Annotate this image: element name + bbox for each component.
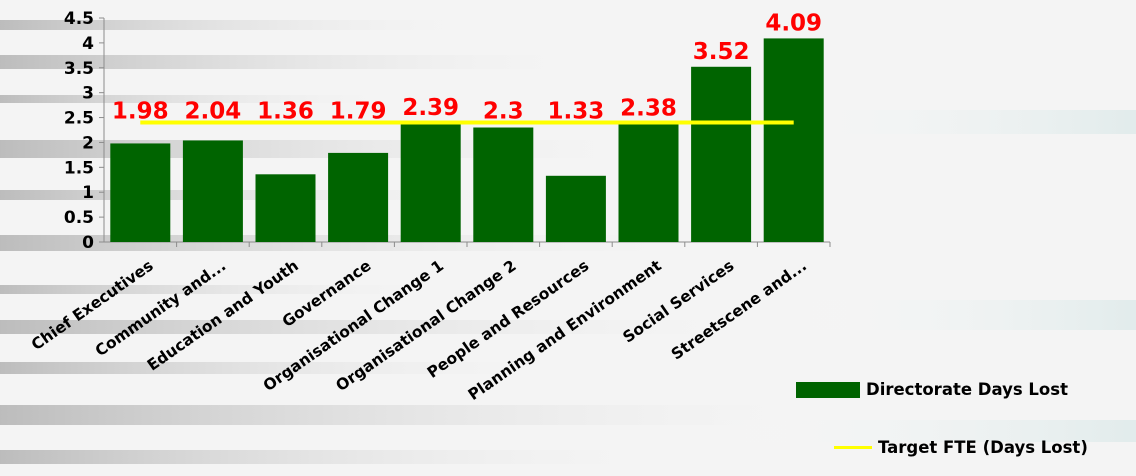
data-label: 3.52 xyxy=(693,39,750,65)
bar xyxy=(473,127,534,242)
legend-label-line: Target FTE (Days Lost) xyxy=(878,438,1088,457)
data-label: 1.33 xyxy=(548,99,605,125)
data-label: 4.09 xyxy=(765,10,822,36)
y-tick-label: 0.5 xyxy=(64,208,94,228)
bar xyxy=(618,123,679,242)
bar xyxy=(691,66,752,242)
bar xyxy=(328,152,389,242)
x-tick-label: Chief Executives xyxy=(28,257,156,354)
y-tick-label: 0 xyxy=(82,233,94,253)
legend-label-bars: Directorate Days Lost xyxy=(866,380,1068,399)
legend-swatch-line xyxy=(834,446,872,449)
background-streak xyxy=(756,300,1136,330)
background-streak xyxy=(0,95,430,103)
background-streak xyxy=(0,285,480,294)
x-tick-label: Community and... xyxy=(92,257,229,361)
y-tick-label: 4.5 xyxy=(64,9,94,29)
y-tick-label: 1.5 xyxy=(64,158,94,178)
background-streak xyxy=(0,405,900,425)
bar xyxy=(182,140,243,242)
background-streak xyxy=(676,420,1136,442)
legend-swatch-bar xyxy=(796,381,860,398)
data-label: 1.79 xyxy=(330,99,387,125)
background-streak xyxy=(0,320,820,334)
y-tick-label: 1 xyxy=(82,183,94,203)
data-label: 1.36 xyxy=(257,99,314,125)
data-label: 2.38 xyxy=(620,96,677,122)
bar xyxy=(110,143,171,242)
y-tick-label: 4 xyxy=(82,34,94,54)
background-streak xyxy=(0,20,520,30)
y-tick-label: 2.5 xyxy=(64,109,94,129)
background-streak xyxy=(0,450,720,464)
legend-item-bars: Directorate Days Lost xyxy=(796,380,1068,399)
y-tick-label: 3 xyxy=(82,84,94,104)
background-streak xyxy=(0,55,640,69)
bar xyxy=(400,123,461,242)
bar xyxy=(763,38,824,242)
data-label: 2.04 xyxy=(185,99,242,125)
y-tick-label: 3.5 xyxy=(64,59,94,79)
data-label: 2.3 xyxy=(483,99,524,125)
x-tick-label: Streetscene and... xyxy=(668,257,810,364)
data-label: 2.39 xyxy=(402,95,459,121)
bar xyxy=(255,174,316,242)
bar xyxy=(545,175,606,242)
data-label: 1.98 xyxy=(112,99,169,125)
background-streak xyxy=(0,362,600,374)
legend-item-line: Target FTE (Days Lost) xyxy=(834,438,1088,457)
y-tick-label: 2 xyxy=(82,133,94,153)
